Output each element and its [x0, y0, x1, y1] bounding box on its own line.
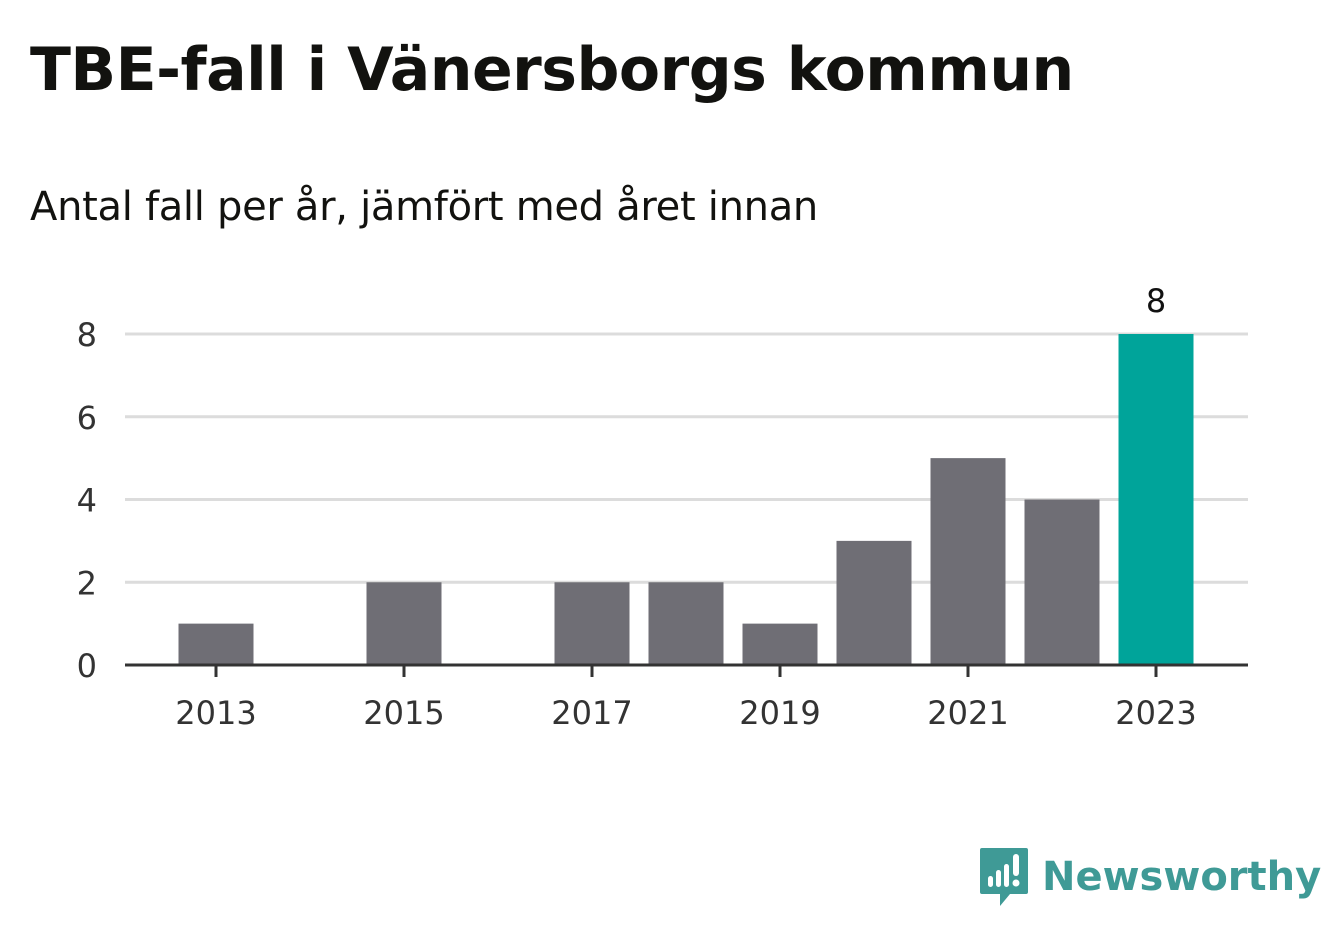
x-tick-label-2019: 2019 [739, 694, 820, 732]
data-label-2023: 8 [1146, 282, 1166, 320]
x-tick-label-2023: 2023 [1115, 694, 1196, 732]
x-axis-ticks: 2013 2015 2017 2019 2021 2023 [175, 665, 1197, 732]
y-tick-label-2: 2 [77, 564, 97, 602]
y-axis-ticks: 0 2 4 6 8 [77, 316, 97, 685]
chart-title: TBE-fall i Vänersborgs kommun [30, 35, 1074, 105]
bar-2020 [836, 540, 912, 665]
newsworthy-brand: Newsworthy [980, 848, 1321, 906]
bar-2022 [1024, 499, 1100, 665]
bar-2015 [366, 582, 442, 665]
x-tick-label-2017: 2017 [551, 694, 632, 732]
chart-subtitle: Antal fall per år, jämfört med året inna… [30, 184, 818, 230]
x-tick-label-2021: 2021 [927, 694, 1008, 732]
y-tick-label-8: 8 [77, 316, 97, 354]
x-tick-label-2013: 2013 [175, 694, 256, 732]
y-tick-label-0: 0 [77, 647, 97, 685]
bars [178, 334, 1194, 665]
bar-2023 [1118, 334, 1194, 665]
bar-2017 [554, 582, 630, 665]
bar-2021 [930, 458, 1006, 665]
x-tick-label-2015: 2015 [363, 694, 444, 732]
bar-2019 [742, 623, 818, 665]
bar-2013 [178, 623, 254, 665]
brand-name: Newsworthy [1042, 854, 1322, 900]
y-tick-label-6: 6 [77, 399, 97, 437]
bar-2018 [648, 582, 724, 665]
newsworthy-logo-icon [980, 848, 1028, 906]
data-labels: 8 [1146, 282, 1166, 320]
y-tick-label-4: 4 [77, 482, 97, 520]
